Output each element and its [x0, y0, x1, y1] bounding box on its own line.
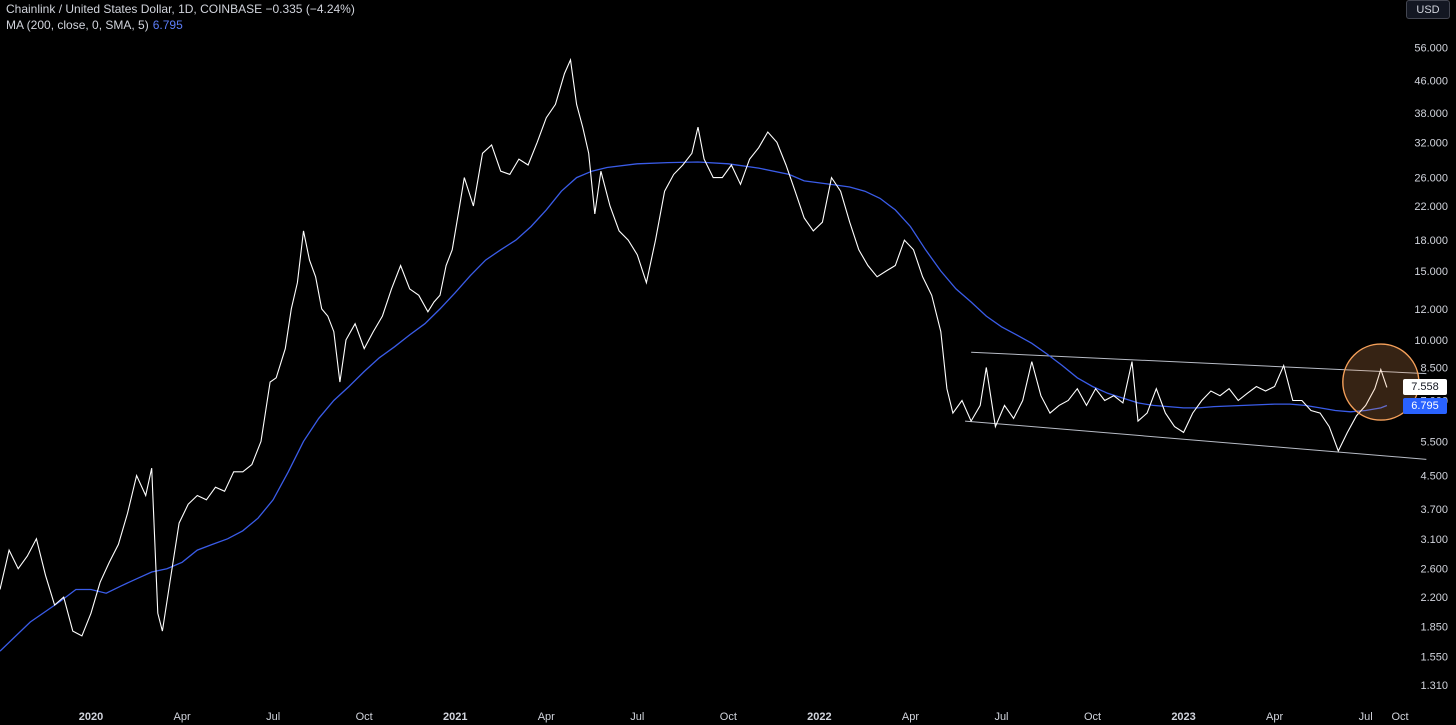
time-tick-label: 2020	[79, 711, 103, 723]
price-tick-label: 15.000	[1414, 266, 1448, 278]
symbol-legend: Chainlink / United States Dollar, 1D, CO…	[6, 2, 355, 16]
price-tick-label: 5.500	[1420, 436, 1448, 448]
price-tick-label: 18.000	[1414, 235, 1448, 247]
time-tick-label: 2023	[1171, 711, 1195, 723]
price-tick-label: 3.100	[1420, 534, 1448, 546]
time-tick-label: Oct	[1391, 711, 1408, 723]
time-tick-label: Oct	[720, 711, 737, 723]
time-tick-label: Jul	[630, 711, 644, 723]
price-tick-label: 4.500	[1420, 471, 1448, 483]
price-tick-label: 1.550	[1420, 652, 1448, 664]
ma-legend-label: MA (200, close, 0, SMA, 5)	[6, 18, 149, 32]
price-tick-label: 1.850	[1420, 621, 1448, 633]
price-line	[0, 57, 1388, 637]
time-tick-label: Oct	[1084, 711, 1101, 723]
time-tick-label: Jul	[1359, 711, 1373, 723]
price-tick-label: 46.000	[1414, 76, 1448, 88]
price-tick-label: 38.000	[1414, 108, 1448, 120]
time-tick-label: 2022	[807, 711, 831, 723]
last-price-tag: 7.558	[1403, 379, 1447, 396]
price-tick-label: 1.310	[1420, 680, 1448, 692]
channel-lines	[965, 351, 1427, 460]
price-tick-label: 2.600	[1420, 564, 1448, 576]
time-tick-label: Oct	[356, 711, 373, 723]
time-tick-label: Apr	[902, 711, 919, 723]
price-tick-label: 2.200	[1420, 592, 1448, 604]
ma-200-line	[0, 161, 1388, 652]
time-tick-label: Jul	[994, 711, 1008, 723]
price-tick-label: 3.700	[1420, 504, 1448, 516]
ma-legend: MA (200, close, 0, SMA, 5) 6.795	[6, 18, 183, 32]
symbol-legend-text: Chainlink / United States Dollar, 1D, CO…	[6, 2, 355, 16]
time-tick-label: Apr	[1266, 711, 1283, 723]
price-tick-label: 12.000	[1414, 304, 1448, 316]
price-tick-label: 10.000	[1414, 335, 1448, 347]
time-tick-label: 2021	[443, 711, 467, 723]
price-tick-label: 8.500	[1420, 362, 1448, 374]
channel-lower-line	[965, 420, 1427, 460]
price-tick-label: 26.000	[1414, 173, 1448, 185]
time-tick-label: Apr	[174, 711, 191, 723]
time-axis[interactable]: 2020 Apr Jul Oct 2021 Apr Jul Oct 2022 Apr Jul Oct 2…	[79, 711, 1409, 723]
ma-value-tag: 6.795	[1403, 397, 1447, 414]
channel-upper-line	[971, 351, 1427, 375]
price-tick-label: 22.000	[1414, 201, 1448, 213]
currency-button[interactable]: USD	[1406, 0, 1450, 19]
price-axis[interactable]: 56.000 46.000 38.000 32.000 26.000 22.000 18.0…	[1414, 42, 1448, 692]
time-tick-label: Jul	[266, 711, 280, 723]
time-tick-label: Apr	[538, 711, 555, 723]
ma-legend-value: 6.795	[152, 18, 183, 32]
price-tick-label: 32.000	[1414, 137, 1448, 149]
price-tick-label: 56.000	[1414, 42, 1448, 54]
